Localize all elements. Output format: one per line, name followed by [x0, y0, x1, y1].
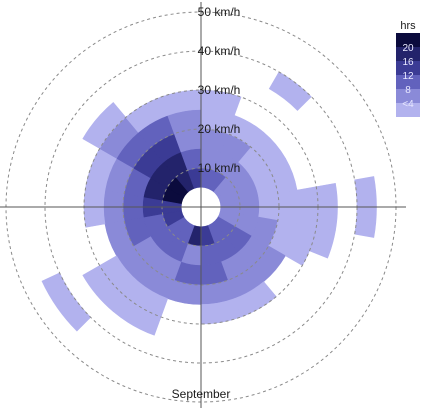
legend-tick-label: 12 — [402, 71, 414, 82]
speed-ring-label: 40 km/h — [198, 44, 241, 58]
legend-swatch — [396, 75, 420, 89]
cells-layer — [41, 71, 377, 336]
legend-tick-label: 16 — [402, 57, 414, 68]
legend-title: hrs — [400, 20, 416, 32]
legend-swatch — [396, 89, 420, 103]
speed-ring-label: 10 km/h — [198, 161, 241, 175]
speed-labels-layer: 10 km/h 20 km/h 30 km/h 40 km/h 50 km/h — [198, 5, 241, 175]
speed-ring-label: 20 km/h — [198, 122, 241, 136]
legend-swatch — [396, 103, 420, 117]
legend: hrs 20 16 12 8 <4 — [396, 20, 420, 117]
legend-tick-label: 8 — [405, 85, 411, 96]
legend-swatch — [396, 61, 420, 75]
month-label: September — [172, 387, 231, 401]
speed-ring-label: 50 km/h — [198, 5, 241, 19]
legend-tick-label: <4 — [402, 99, 414, 110]
legend-swatch — [396, 47, 420, 61]
legend-swatch — [396, 33, 420, 47]
legend-tick-label: 20 — [402, 43, 414, 54]
speed-ring-label: 30 km/h — [198, 83, 241, 97]
axes-layer — [0, 2, 406, 413]
